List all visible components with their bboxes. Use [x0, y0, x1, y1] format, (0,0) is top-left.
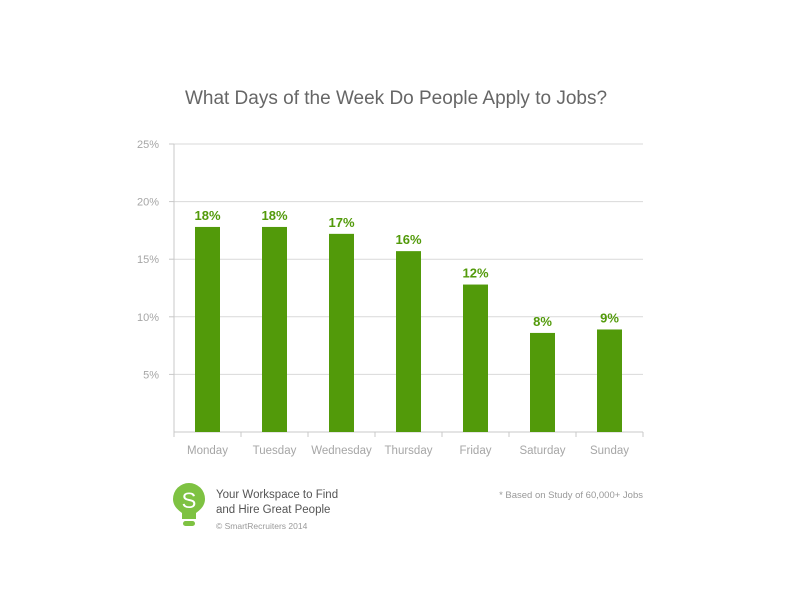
y-tick-label: 15% [137, 254, 159, 266]
y-tick-label: 20% [137, 197, 159, 209]
x-tick-label-wednesday: Wednesday [311, 445, 372, 457]
y-tick-label: 25% [137, 139, 159, 151]
bar-saturday [530, 332, 555, 432]
x-tick-label-sunday: Sunday [590, 445, 629, 457]
bar-friday [463, 284, 488, 432]
bar-sunday [597, 329, 622, 432]
data-label-monday: 18% [194, 208, 220, 223]
bar-monday [195, 226, 220, 432]
footer-tagline: Your Workspace to Find and Hire Great Pe… [216, 488, 416, 518]
data-label-friday: 12% [462, 266, 488, 281]
tagline-line-2: and Hire Great People [216, 504, 331, 516]
bars [195, 226, 622, 432]
bar-wednesday [329, 233, 354, 432]
labels: 5% 10% 15% 20% 25% 18% Monday 18% Tuesday 17% Wedn… [137, 139, 629, 457]
data-label-tuesday: 18% [261, 208, 287, 223]
data-label-saturday: 8% [533, 314, 552, 329]
data-label-thursday: 16% [395, 232, 421, 247]
bar-tuesday [262, 226, 287, 432]
data-label-wednesday: 17% [328, 215, 354, 230]
y-tick-label: 10% [137, 312, 159, 324]
copyright-text: © SmartRecruiters 2014 [216, 521, 308, 531]
data-label-sunday: 9% [600, 310, 619, 325]
x-tick-label-thursday: Thursday [385, 445, 433, 457]
x-tick-label-friday: Friday [460, 445, 492, 457]
x-tick-label-monday: Monday [187, 445, 228, 457]
bar-thursday [396, 251, 421, 432]
chart-title: What Days of the Week Do People Apply to… [184, 88, 608, 109]
x-tick-label-saturday: Saturday [519, 445, 565, 457]
x-tick-label-tuesday: Tuesday [253, 445, 297, 457]
footnote: * Based on Study of 60,000+ Jobs [499, 490, 643, 501]
logo-letter: S [182, 488, 197, 513]
smartrecruiters-logo-icon: S [173, 483, 205, 526]
y-tick-label: 5% [143, 369, 159, 381]
tagline-line-1: Your Workspace to Find [216, 489, 339, 501]
